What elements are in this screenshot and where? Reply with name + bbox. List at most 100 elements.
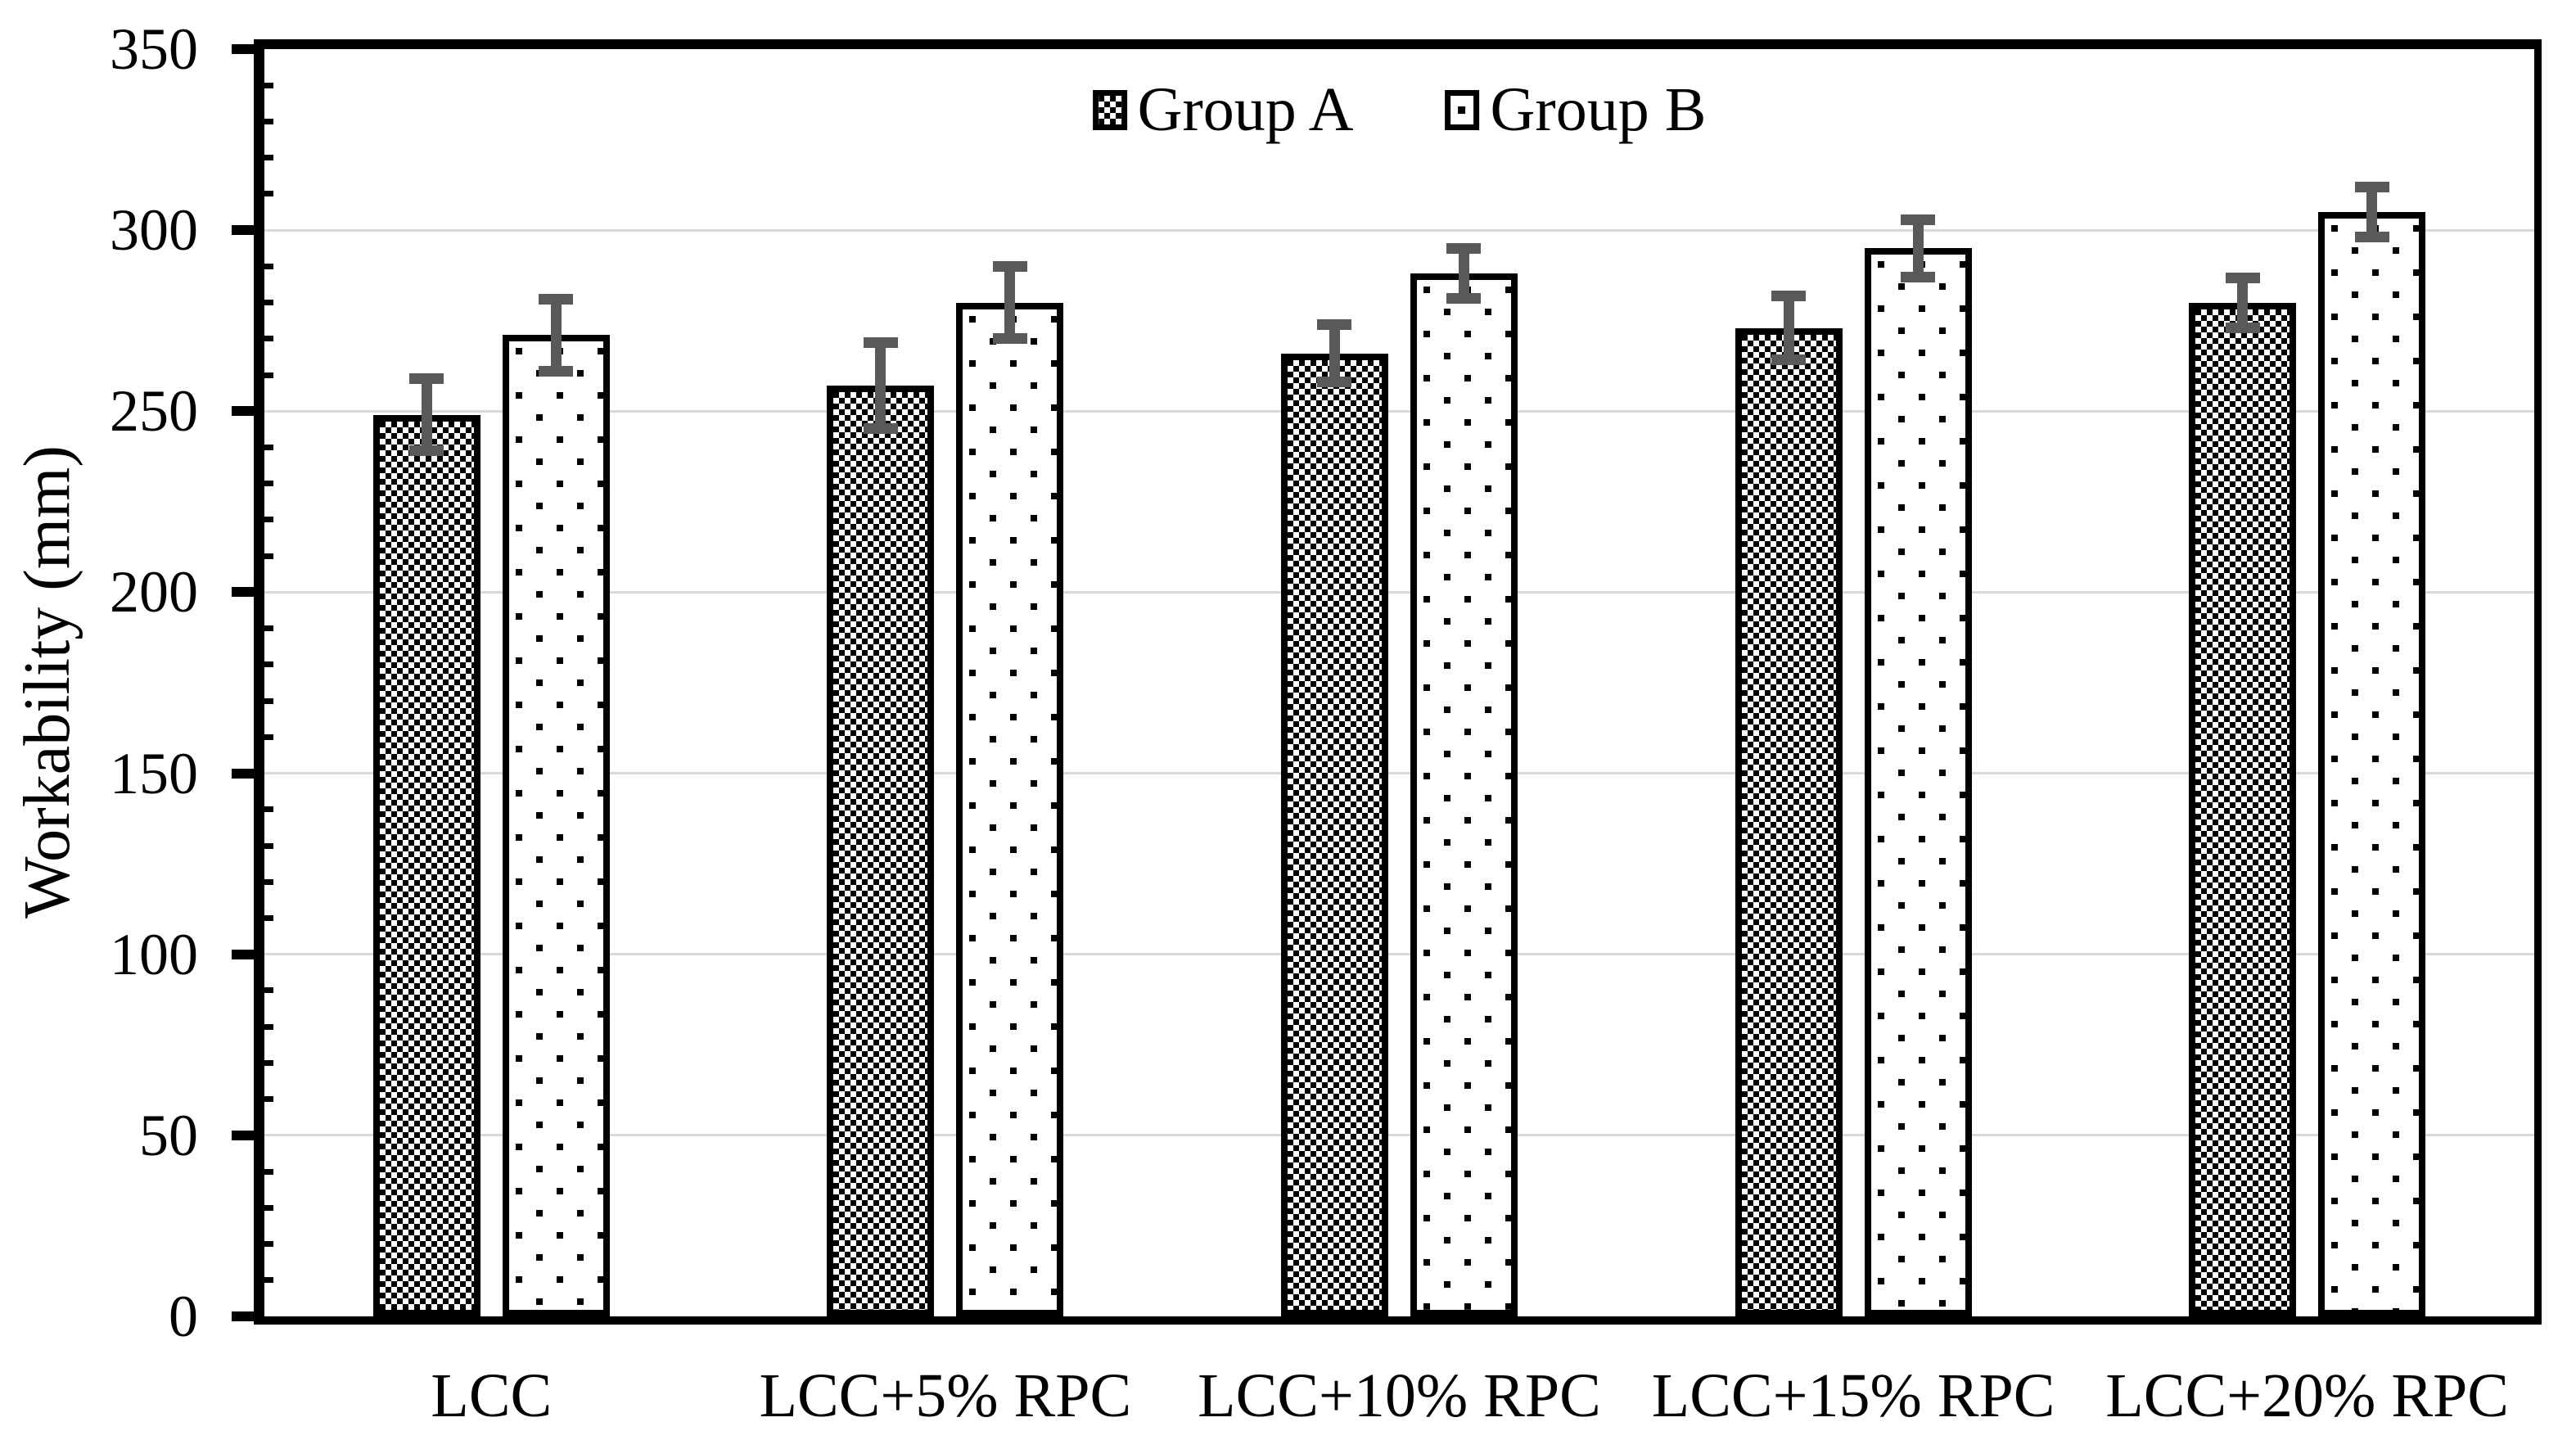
minor-tick bbox=[264, 1241, 273, 1248]
error-cap-bottom bbox=[863, 423, 898, 435]
legend-label-group-b: Group B bbox=[1490, 75, 1707, 144]
error-cap-bottom bbox=[2354, 232, 2389, 242]
x-tick-label-LCC+15% RPC: LCC+15% RPC bbox=[1651, 1361, 2055, 1430]
minor-tick bbox=[264, 155, 273, 161]
error-bar bbox=[2354, 182, 2389, 242]
error-cap-bottom bbox=[2225, 322, 2260, 333]
y-tick-label-0: 0 bbox=[169, 1284, 198, 1349]
dot-glyph bbox=[1458, 106, 1466, 114]
minor-tick bbox=[264, 1277, 273, 1284]
minor-tick bbox=[264, 118, 273, 124]
gridline-100 bbox=[264, 953, 2534, 956]
error-cap-bottom bbox=[1901, 271, 1936, 282]
error-cap-top bbox=[992, 261, 1027, 273]
error-cap-top bbox=[1446, 243, 1482, 255]
minor-tick bbox=[264, 553, 273, 559]
error-cap-top bbox=[1901, 214, 1936, 225]
bar-group-a-LCC+5% RPC bbox=[827, 337, 935, 1316]
error-cap-top bbox=[409, 373, 444, 385]
bar-group-b-LCC+15% RPC bbox=[1864, 214, 1972, 1316]
gridline-300 bbox=[264, 228, 2534, 232]
error-bar bbox=[539, 294, 574, 377]
gridline-200 bbox=[264, 590, 2534, 594]
bar-group-b-LCC+5% RPC bbox=[956, 261, 1064, 1316]
minor-tick bbox=[264, 1096, 273, 1103]
x-tick-label-LCC+20% RPC: LCC+20% RPC bbox=[2105, 1361, 2510, 1430]
legend-label-group-a: Group A bbox=[1137, 75, 1354, 144]
bar-group-a-LCC+15% RPC bbox=[1735, 290, 1843, 1316]
error-bar bbox=[863, 337, 898, 435]
gridline-50 bbox=[264, 1134, 2534, 1137]
error-cap-bottom bbox=[409, 445, 444, 456]
error-whisker bbox=[1912, 219, 1924, 278]
error-bar bbox=[409, 373, 444, 456]
y-tick-label-100: 100 bbox=[110, 921, 198, 987]
bar-group-a-LCC bbox=[372, 373, 480, 1316]
error-cap-top bbox=[1317, 319, 1352, 331]
y-tick-label-350: 350 bbox=[110, 16, 198, 82]
error-bar bbox=[1446, 243, 1482, 305]
legend: Group A Group B bbox=[1092, 75, 1707, 144]
gridline-250 bbox=[264, 409, 2534, 413]
error-cap-top bbox=[2354, 182, 2389, 193]
minor-tick bbox=[264, 263, 273, 269]
bar-group-LCC+5% RPC bbox=[719, 49, 1173, 1316]
bar-group-a-LCC+20% RPC bbox=[2189, 272, 2297, 1316]
error-cap-bottom bbox=[1317, 376, 1352, 387]
minor-tick bbox=[264, 878, 273, 885]
bar-group-b-LCC bbox=[502, 294, 610, 1316]
error-whisker bbox=[1329, 324, 1340, 382]
minor-tick bbox=[264, 336, 273, 342]
minor-tick bbox=[264, 734, 273, 740]
error-whisker bbox=[1783, 295, 1794, 361]
error-whisker bbox=[550, 299, 562, 372]
bar-group-LCC+10% RPC bbox=[1172, 49, 1626, 1316]
minor-tick bbox=[264, 625, 273, 632]
y-axis-title: Workability (mm) bbox=[11, 445, 83, 919]
dot-swatch-icon bbox=[1445, 89, 1480, 130]
minor-tick bbox=[264, 481, 273, 487]
error-cap-bottom bbox=[992, 332, 1027, 344]
y-tick-label-250: 250 bbox=[110, 378, 198, 445]
error-whisker bbox=[2366, 187, 2378, 237]
error-whisker bbox=[875, 342, 886, 430]
minor-tick bbox=[264, 697, 273, 704]
error-whisker bbox=[1004, 266, 1016, 339]
error-whisker bbox=[421, 378, 432, 451]
legend-item-group-a: Group A bbox=[1092, 75, 1354, 144]
error-cap-bottom bbox=[1446, 293, 1482, 305]
bar-group-b-LCC+10% RPC bbox=[1410, 243, 1518, 1316]
error-cap-top bbox=[1771, 290, 1807, 301]
minor-tick bbox=[264, 82, 273, 88]
bar-group-LCC bbox=[264, 49, 719, 1316]
minor-tick bbox=[264, 517, 273, 523]
error-bar bbox=[1901, 214, 1936, 282]
minor-tick bbox=[264, 300, 273, 306]
y-tick-label-50: 50 bbox=[139, 1102, 198, 1168]
gridline-150 bbox=[264, 772, 2534, 775]
minor-tick bbox=[264, 987, 273, 994]
y-tick-label-200: 200 bbox=[110, 559, 198, 625]
x-tick-label-LCC: LCC bbox=[431, 1361, 553, 1430]
checkerboard-swatch-icon bbox=[1092, 89, 1127, 130]
error-bar bbox=[1317, 319, 1352, 387]
error-cap-bottom bbox=[1771, 354, 1807, 366]
y-tick-label-300: 300 bbox=[110, 197, 198, 264]
minor-tick bbox=[264, 191, 273, 197]
minor-tick bbox=[264, 661, 273, 668]
error-whisker bbox=[2237, 277, 2249, 328]
x-tick-label-LCC+10% RPC: LCC+10% RPC bbox=[1198, 1361, 1601, 1430]
minor-tick bbox=[264, 1023, 273, 1030]
legend-item-group-b: Group B bbox=[1445, 75, 1707, 144]
bar-group-LCC+20% RPC bbox=[2080, 49, 2534, 1316]
x-tick-label-LCC+5% RPC: LCC+5% RPC bbox=[759, 1361, 1132, 1430]
minor-tick bbox=[264, 1059, 273, 1066]
error-cap-top bbox=[539, 294, 574, 305]
minor-tick bbox=[264, 806, 273, 813]
error-whisker bbox=[1458, 248, 1469, 300]
error-cap-top bbox=[863, 337, 898, 349]
minor-tick bbox=[264, 1204, 273, 1211]
error-bar bbox=[992, 261, 1027, 344]
minor-tick bbox=[264, 372, 273, 378]
error-bar bbox=[2225, 272, 2260, 333]
